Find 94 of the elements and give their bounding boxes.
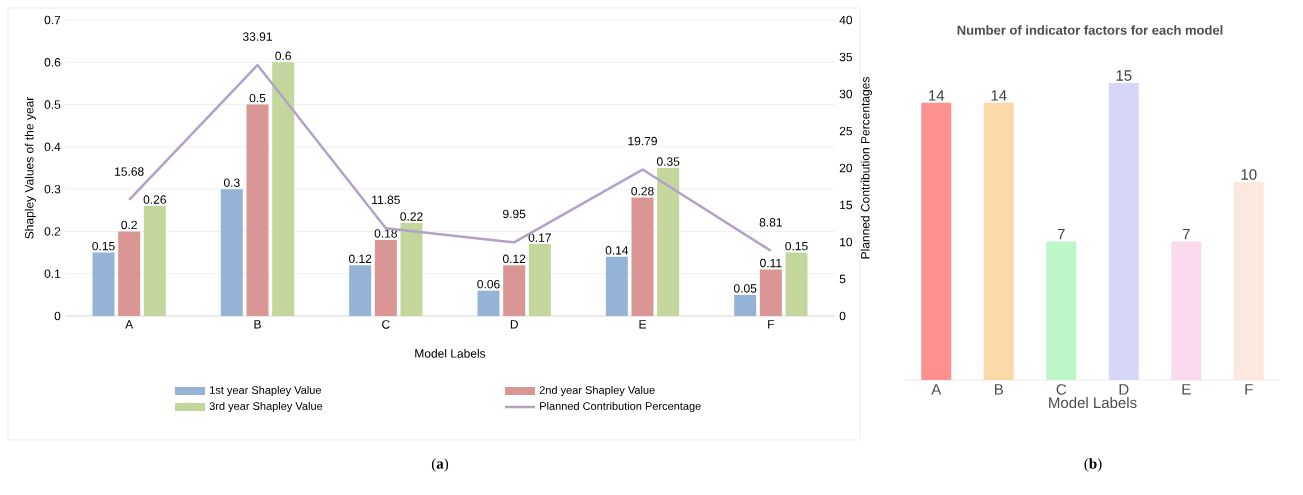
x-tick-label: E	[639, 320, 646, 329]
data-label: 0.17	[528, 233, 551, 242]
bar	[220, 189, 243, 316]
legend-label: 3rd year Shapley Value	[209, 401, 323, 413]
data-label: 14	[991, 90, 1007, 101]
data-label: 0.3	[223, 178, 240, 187]
y-axis-title: Shapley Values of the year	[24, 96, 36, 239]
legend-label: 2nd year Shapley Value	[539, 385, 655, 397]
bar	[118, 231, 141, 316]
data-label: 0.12	[348, 254, 372, 264]
y2-tick-label: 20	[839, 163, 853, 173]
x-axis-title: Model Labels	[415, 348, 486, 358]
y-tick-label: 0.2	[44, 227, 61, 236]
data-label: 0.5	[249, 93, 266, 103]
y2-tick-label: 40	[839, 15, 853, 25]
y2-tick-label: 15	[840, 200, 853, 210]
y2-axis-title: Planned Contribution Percentages	[860, 77, 872, 259]
data-label: 11.85	[372, 195, 400, 205]
data-label: 0.14	[605, 246, 629, 255]
y2-tick-label: 10	[840, 237, 853, 247]
x-tick-label: F	[768, 320, 775, 329]
bar	[477, 290, 500, 316]
y-tick-label: 0.6	[44, 58, 61, 67]
x-tick-label: C	[382, 320, 390, 329]
bar	[759, 269, 782, 316]
data-label: 0.22	[400, 212, 423, 221]
y-tick-label: 0.1	[44, 269, 61, 278]
data-label: 19.79	[628, 136, 657, 146]
bar	[272, 62, 295, 316]
y2-tick-label: 5	[839, 274, 846, 284]
bar	[528, 244, 551, 316]
data-label: 0.35	[656, 157, 680, 166]
bar	[1046, 241, 1077, 380]
data-label: 0.11	[760, 258, 782, 268]
data-label: 0.2	[121, 220, 137, 230]
bar	[503, 265, 526, 316]
bar	[92, 252, 115, 316]
bar	[143, 206, 166, 316]
bar	[1108, 82, 1139, 380]
x-tick-label: D	[1119, 384, 1129, 395]
bar	[983, 102, 1014, 380]
bar	[921, 102, 952, 380]
bar	[349, 265, 372, 316]
data-label: 9.95	[503, 209, 526, 219]
bar	[785, 252, 808, 316]
data-label: 0.26	[143, 195, 166, 204]
chart-title: Number of indicator factors for each model	[957, 25, 1223, 35]
y2-tick-label: 0	[839, 311, 846, 321]
data-label: 0.28	[631, 186, 654, 196]
data-label: 0.05	[733, 284, 757, 293]
y2-tick-label: 30	[839, 89, 853, 99]
x-tick-label: A	[931, 384, 942, 395]
y-tick-label: 0.3	[44, 184, 61, 194]
data-label: 33.91	[242, 32, 272, 41]
y-tick-label: 0.7	[44, 15, 61, 25]
data-label: 7	[1182, 228, 1190, 240]
text: (a)	[431, 458, 449, 472]
bar	[631, 197, 654, 316]
data-label: 10	[1241, 169, 1257, 180]
bar	[374, 239, 397, 316]
bar	[1233, 182, 1264, 380]
legend-label: 1st year Shapley Value	[210, 385, 322, 397]
data-label: 7	[1057, 228, 1065, 240]
y2-tick-label: 25	[839, 126, 853, 136]
data-label: 0.6	[275, 51, 291, 61]
x-tick-label: B	[994, 384, 1003, 395]
bar	[605, 256, 628, 316]
data-label: 8.81	[759, 218, 782, 227]
x-tick-label: F	[1245, 384, 1253, 395]
y-tick-label: 0	[54, 311, 61, 321]
data-label: 14	[929, 90, 945, 101]
x-tick-label: D	[510, 320, 518, 329]
bar	[400, 222, 423, 316]
bar	[1171, 241, 1202, 380]
x-tick-label: B	[254, 320, 261, 329]
y2-tick-label: 35	[839, 52, 853, 62]
bar	[657, 168, 680, 316]
data-label: 0.15	[92, 241, 115, 251]
text: (b)	[1084, 458, 1102, 472]
x-tick-label: C	[1056, 384, 1067, 395]
data-label: 15.68	[115, 167, 144, 176]
data-label: 15	[1116, 70, 1132, 81]
data-label: 0.12	[502, 254, 526, 264]
x-tick-label: A	[125, 320, 134, 329]
bar	[734, 294, 757, 316]
y-tick-label: 0.4	[44, 142, 61, 152]
legend-label: Planned Contribution Percentage	[540, 401, 701, 413]
y-tick-label: 0.5	[44, 100, 61, 109]
x-tick-label: E	[1182, 384, 1191, 395]
bar	[246, 104, 269, 316]
data-label: 0.18	[374, 229, 397, 238]
data-label: 0.06	[477, 279, 500, 289]
x-axis-title: Model Labels	[1049, 397, 1137, 409]
data-label: 0.15	[785, 241, 808, 251]
